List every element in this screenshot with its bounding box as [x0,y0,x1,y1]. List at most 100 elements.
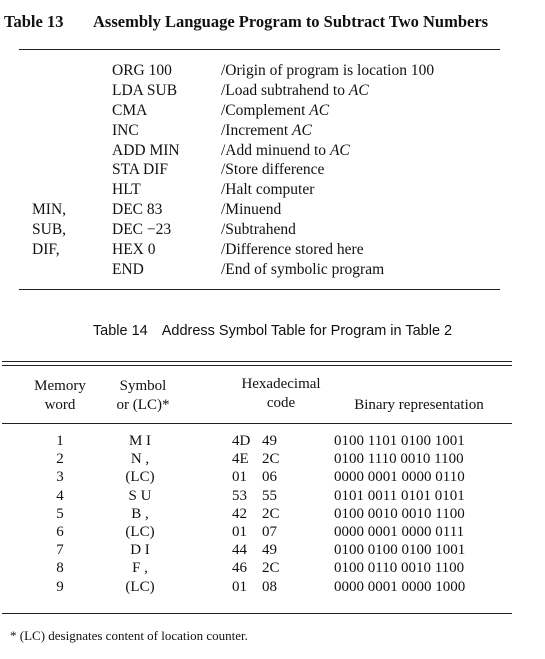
table-row: 2 N , 4E 2C 0100 1110 0010 1100 [0,451,545,469]
program-line: STA DIF/Store difference [0,161,545,181]
table14-bottom-rule [2,613,512,614]
program-comment: /Store difference [221,161,325,179]
cell-binary: 0100 0110 0010 1100 [334,560,465,577]
cell-memory-word: 9 [56,578,64,595]
program-instruction: ORG 100 [112,62,172,79]
table14-top-rule-1 [2,361,512,362]
program-label: DIF, [32,241,60,259]
program-comment: /Complement AC [221,101,330,119]
cell-symbol: F , [132,560,148,577]
program-comment: /Subtrahend [221,221,296,239]
program-label: MIN, [32,201,67,219]
cell-hex-low: 2C [262,451,280,468]
cell-symbol: D I [130,542,150,559]
table14-footnote: * (LC) designates content of location co… [10,628,248,643]
header-symbol: Symbol or (LC)* [116,378,170,413]
cell-binary: 0100 0100 0100 1001 [334,542,466,559]
table14-title: Table 14 Address Symbol Table for Program… [0,323,545,339]
program-line: END/End of symbolic program [0,261,545,281]
cell-hex-low: 49 [262,542,277,559]
cell-hex-high: 01 [232,578,247,595]
cell-hex-low: 2C [262,560,280,577]
program-comment: /Minuend [221,201,282,219]
cell-symbol: (LC) [125,469,155,486]
cell-memory-word: 4 [56,487,64,504]
program-line: SUB, DEC −23/Subtrahend [0,221,545,241]
cell-hex-low: 06 [262,469,277,486]
cell-symbol: N , [130,451,150,468]
table13-number: Table 13 [4,12,64,31]
table-row: 4 S U 53 55 0101 0011 0101 0101 [0,488,545,506]
table-row: 8 F , 46 2C 0100 0110 0010 1100 [0,560,545,578]
program-line: MIN, DEC 83/Minuend [0,201,545,221]
cell-hex-low: 08 [262,578,277,595]
cell-hex-low: 07 [262,523,277,540]
table-row: 6 (LC) 01 07 0000 0001 0000 0111 [0,524,545,542]
cell-hex-high: 44 [232,542,247,559]
program-comment: /Difference stored here [221,241,364,259]
cell-binary: 0000 0001 0000 0110 [334,469,465,486]
table14-caption: Address Symbol Table for Program in Tabl… [161,323,453,339]
cell-hex-high: 4D [232,433,251,449]
program-instruction: ADD MIN [112,141,180,159]
table-row: 5 B , 42 2C 0100 0010 0010 1100 [0,506,545,524]
cell-memory-word: 3 [56,469,64,486]
cell-hex-high: 01 [232,523,247,540]
cell-binary: 0000 0001 0000 0111 [334,523,465,540]
table14-header-rule [2,423,512,424]
cell-binary: 0000 0001 0000 1000 [334,578,466,595]
program-line: LDA SUB/Load subtrahend to AC [0,82,545,102]
cell-hex-high: 4E [232,451,249,468]
program-line: ADD MIN/Add minuend to AC [0,142,545,162]
cell-hex-low: 2C [262,505,280,522]
program-instruction: CMA [112,101,148,119]
cell-memory-word: 1 [56,433,64,449]
program-instruction: STA DIF [112,161,169,179]
cell-memory-word: 8 [56,560,64,577]
cell-symbol: (LC) [125,578,155,595]
cell-symbol: (LC) [125,523,155,540]
cell-memory-word: 6 [56,523,64,540]
program-line: ORG 100/Origin of program is location 10… [0,62,545,82]
cell-hex-low: 55 [262,487,277,504]
cell-symbol: S U [128,487,152,504]
program-comment: /Load subtrahend to AC [221,81,369,99]
cell-binary: 0100 0010 0010 1100 [334,505,465,522]
program-line: DIF, HEX 0/Difference stored here [0,241,545,261]
table13-top-rule [19,49,500,50]
program-listing: ORG 100/Origin of program is location 10… [0,62,545,281]
table-row: 7 D I 44 49 0100 0100 0100 1001 [0,542,545,560]
table13-bottom-rule [19,289,500,290]
cell-binary: 0101 0011 0101 0101 [334,487,465,504]
cell-binary: 0100 1101 0100 1001 [334,433,465,449]
table14-top-rule-2 [2,365,512,366]
program-line: HLT/Halt computer [0,181,545,201]
table14-number: Table 14 [92,323,148,339]
program-label: SUB, [32,221,67,239]
cell-hex-high: 42 [232,505,247,522]
cell-memory-word: 2 [56,451,64,468]
program-comment: /Halt computer [221,181,315,199]
cell-memory-word: 5 [56,505,64,522]
table13-caption: Assembly Language Program to Subtract Tw… [93,12,489,31]
header-binary: Binary representation [354,397,484,413]
program-comment: /End of symbolic program [221,260,385,278]
program-instruction: INC [112,121,139,139]
header-memory-word: Memory word [34,378,86,413]
table-row: 1 M I 4D 49 0100 1101 0100 1001 [0,433,545,451]
program-instruction: LDA SUB [112,81,178,99]
program-comment: /Add minuend to AC [221,141,350,159]
program-comment: /Increment AC [221,121,312,139]
cell-hex-high: 01 [232,469,247,486]
program-instruction: END [112,260,144,278]
program-comment: /Origin of program is location 100 [221,62,435,79]
cell-symbol: B , [131,505,149,522]
cell-binary: 0100 1110 0010 1100 [334,451,464,468]
cell-symbol: M I [128,433,152,449]
table13-title: Table 13 Assembly Language Program to Sub… [4,12,488,32]
header-hex-code: Hexadecimal code [241,376,321,411]
program-instruction: HEX 0 [112,241,156,259]
cell-hex-high: 53 [232,487,247,504]
table-row: 3 (LC) 01 06 0000 0001 0000 0110 [0,469,545,487]
